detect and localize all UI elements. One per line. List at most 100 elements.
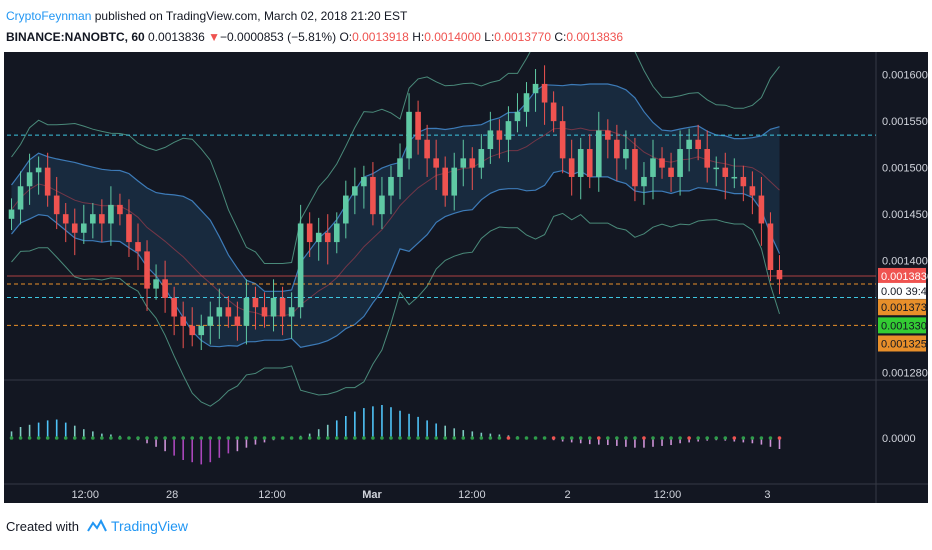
candle-body bbox=[559, 121, 566, 159]
low-label: L: bbox=[484, 30, 495, 44]
candle-body bbox=[108, 204, 114, 224]
candle-body bbox=[44, 167, 51, 196]
candle-body bbox=[595, 130, 602, 177]
price-tag-label: 0.0013836 bbox=[881, 271, 928, 283]
zero-dot bbox=[515, 436, 520, 440]
candle-body bbox=[478, 149, 485, 168]
zero-dot bbox=[81, 436, 86, 440]
candle-body bbox=[767, 223, 774, 270]
zero-dot bbox=[45, 436, 50, 440]
price-tick-label: 0.0014000 bbox=[882, 256, 928, 268]
candle-body bbox=[99, 214, 105, 224]
zero-dot bbox=[470, 436, 475, 440]
candle-body bbox=[333, 223, 340, 243]
candle-body bbox=[297, 223, 304, 308]
candle-body bbox=[442, 167, 448, 196]
zero-dot bbox=[497, 436, 502, 440]
candle-body bbox=[695, 139, 701, 150]
zero-dot bbox=[208, 436, 213, 440]
zero-dot bbox=[479, 436, 484, 440]
candle-body bbox=[352, 186, 358, 196]
zero-dot bbox=[18, 436, 23, 440]
time-tick-label: 12:00 bbox=[258, 489, 286, 501]
candle-body bbox=[650, 158, 656, 177]
symbol-line: BINANCE:NANOBTC, 60 0.0013836 ▼−0.000085… bbox=[6, 30, 623, 44]
candle-body bbox=[117, 204, 123, 215]
zero-dot bbox=[54, 436, 59, 440]
zero-dot bbox=[416, 436, 420, 440]
price-tag-box bbox=[878, 299, 926, 316]
moving-average-line bbox=[11, 127, 780, 317]
tradingview-brand[interactable]: TradingView bbox=[110, 518, 189, 534]
tradingview-logo-icon bbox=[87, 519, 107, 532]
candle-body bbox=[568, 158, 575, 177]
zero-dot bbox=[371, 436, 375, 440]
candle-body bbox=[234, 316, 241, 326]
zero-dot bbox=[633, 436, 637, 440]
zero-dot bbox=[235, 436, 240, 440]
zero-dot bbox=[678, 436, 682, 440]
inner-band-lower bbox=[11, 169, 781, 348]
candle-body bbox=[370, 176, 376, 215]
candle-body bbox=[677, 149, 683, 177]
candle-body bbox=[460, 158, 467, 168]
candle-body bbox=[550, 102, 557, 122]
zero-dot bbox=[190, 436, 195, 440]
zero-dot bbox=[660, 436, 664, 440]
candle-body bbox=[505, 121, 512, 140]
candle-body bbox=[180, 316, 186, 326]
symbol-name: BINANCE:NANOBTC, 60 bbox=[6, 30, 145, 44]
zero-dot bbox=[91, 436, 95, 440]
zero-dot bbox=[461, 436, 466, 440]
candle-body bbox=[641, 176, 647, 187]
candle-body bbox=[523, 93, 530, 112]
price-change: −0.0000853 (−5.81%) bbox=[220, 30, 337, 44]
publish-info: published on TradingView.com, March 02, … bbox=[94, 9, 408, 23]
zero-dot bbox=[262, 436, 267, 440]
zero-dot bbox=[226, 436, 231, 440]
zero-dot bbox=[244, 436, 249, 440]
high-label: H: bbox=[412, 30, 425, 44]
close-label: C: bbox=[554, 30, 567, 44]
candle-body bbox=[713, 167, 720, 170]
candle-body bbox=[189, 325, 196, 336]
zero-dot bbox=[551, 436, 556, 440]
candle-body bbox=[424, 139, 430, 159]
candle-body bbox=[487, 130, 494, 150]
author-link[interactable]: CryptoFeynman bbox=[6, 9, 92, 23]
open-value: 0.0013918 bbox=[352, 30, 409, 44]
outer-band-upper bbox=[11, 52, 780, 264]
candle-body bbox=[577, 149, 584, 177]
candle-body bbox=[704, 149, 711, 168]
candle-body bbox=[469, 158, 476, 168]
zero-dot bbox=[768, 436, 773, 440]
zero-dot bbox=[362, 436, 366, 440]
candle-body bbox=[740, 176, 747, 187]
candle-body bbox=[614, 139, 620, 159]
zero-dot bbox=[253, 436, 258, 440]
zero-dot bbox=[398, 436, 402, 440]
zero-dot bbox=[606, 436, 610, 440]
candle-body bbox=[397, 158, 403, 177]
zero-dot bbox=[524, 436, 529, 440]
zero-dot bbox=[163, 436, 167, 440]
time-tick-label: 12:00 bbox=[71, 489, 99, 501]
indicator-zero-label: 0.0000 bbox=[882, 433, 916, 445]
zero-dot bbox=[488, 436, 493, 440]
price-tag-label: 0.0013252 bbox=[881, 339, 928, 351]
candle-body bbox=[306, 223, 313, 243]
candle-body bbox=[749, 186, 756, 196]
time-tick-label: 12:00 bbox=[458, 489, 486, 501]
candle-body bbox=[252, 297, 259, 308]
candle-body bbox=[686, 139, 692, 150]
candle-body bbox=[758, 195, 765, 224]
open-label: O: bbox=[339, 30, 353, 44]
zero-dot bbox=[596, 436, 601, 440]
zero-dot bbox=[669, 436, 673, 440]
